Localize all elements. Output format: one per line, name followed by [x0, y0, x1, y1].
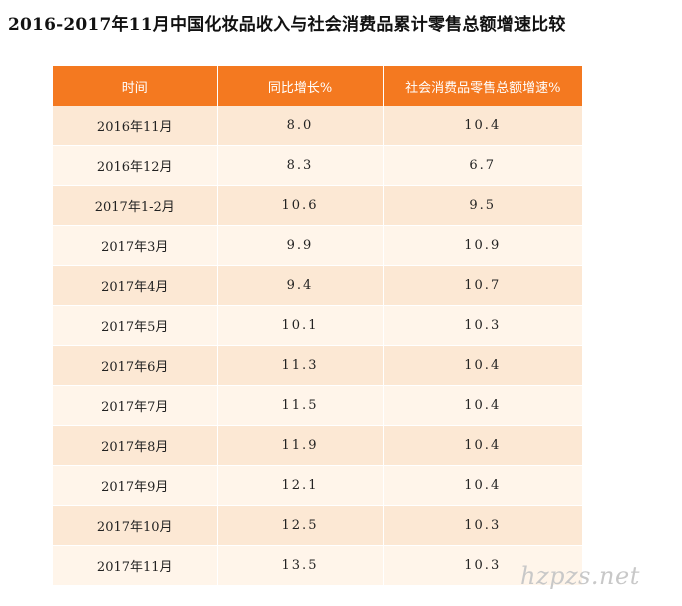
cell-retail-growth: 10.3: [383, 305, 582, 346]
cell-retail-growth: 10.4: [383, 345, 582, 386]
cell-time: 2017年10月: [53, 505, 218, 546]
cell-time: 2017年11月: [53, 545, 218, 586]
cell-retail-growth: 10.4: [383, 465, 582, 506]
page-title: 2016-2017年11月中国化妆品收入与社会消费品累计零售总额增速比较: [8, 15, 566, 35]
cell-time: 2016年11月: [53, 106, 218, 146]
cell-retail-growth: 10.4: [383, 106, 582, 146]
cell-yoy-growth: 11.5: [217, 385, 384, 426]
cell-time: 2017年7月: [53, 385, 218, 426]
table-row: 2016年11月 8.0 10.4: [53, 106, 582, 146]
cell-time: 2017年8月: [53, 425, 218, 466]
cell-time: 2017年3月: [53, 225, 218, 266]
cell-yoy-growth: 13.5: [217, 545, 384, 586]
table-row: 2017年7月 11.5 10.4: [53, 385, 582, 426]
cell-yoy-growth: 11.9: [217, 425, 384, 466]
cell-yoy-growth: 11.3: [217, 345, 384, 386]
table-row: 2017年11月 13.5 10.3: [53, 545, 582, 586]
table-row: 2017年9月 12.1 10.4: [53, 465, 582, 506]
cell-retail-growth: 10.7: [383, 265, 582, 306]
cell-yoy-growth: 8.3: [217, 145, 384, 186]
cell-yoy-growth: 12.1: [217, 465, 384, 506]
table-header-row: 时间 同比增长% 社会消费品零售总额增速%: [53, 66, 582, 106]
cell-time: 2017年9月: [53, 465, 218, 506]
column-header-time: 时间: [53, 66, 218, 106]
cell-retail-growth: 6.7: [383, 145, 582, 186]
table-row: 2017年6月 11.3 10.4: [53, 345, 582, 386]
cell-yoy-growth: 9.9: [217, 225, 384, 266]
data-table: 时间 同比增长% 社会消费品零售总额增速% 2016年11月 8.0 10.4 …: [53, 66, 582, 586]
cell-yoy-growth: 8.0: [217, 106, 384, 146]
cell-yoy-growth: 12.5: [217, 505, 384, 546]
cell-yoy-growth: 10.6: [217, 185, 384, 226]
cell-retail-growth: 10.3: [383, 545, 582, 586]
table-row: 2017年8月 11.9 10.4: [53, 425, 582, 466]
column-header-retail-growth: 社会消费品零售总额增速%: [383, 66, 582, 106]
table-row: 2017年3月 9.9 10.9: [53, 225, 582, 266]
cell-time: 2017年4月: [53, 265, 218, 306]
table-row: 2017年4月 9.4 10.7: [53, 265, 582, 306]
site-watermark: hzpzs.net: [520, 562, 640, 590]
cell-retail-growth: 10.9: [383, 225, 582, 266]
cell-retail-growth: 10.4: [383, 385, 582, 426]
cell-time: 2017年6月: [53, 345, 218, 386]
cell-time: 2017年5月: [53, 305, 218, 346]
table-row: 2017年1-2月 10.6 9.5: [53, 185, 582, 226]
table-row: 2017年5月 10.1 10.3: [53, 305, 582, 346]
column-header-yoy-growth: 同比增长%: [217, 66, 384, 106]
table-row: 2017年10月 12.5 10.3: [53, 505, 582, 546]
cell-time: 2017年1-2月: [53, 185, 218, 226]
cell-retail-growth: 10.3: [383, 505, 582, 546]
data-table-container: 时间 同比增长% 社会消费品零售总额增速% 2016年11月 8.0 10.4 …: [53, 66, 582, 586]
cell-time: 2016年12月: [53, 145, 218, 186]
cell-retail-growth: 9.5: [383, 185, 582, 226]
table-row: 2016年12月 8.3 6.7: [53, 145, 582, 186]
cell-yoy-growth: 10.1: [217, 305, 384, 346]
cell-yoy-growth: 9.4: [217, 265, 384, 306]
cell-retail-growth: 10.4: [383, 425, 582, 466]
